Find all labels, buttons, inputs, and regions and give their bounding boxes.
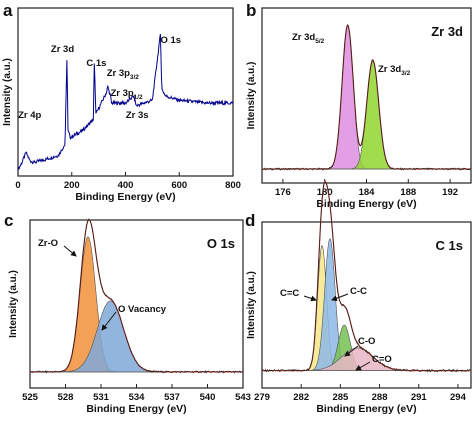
peak-label-c-c: C-C: [350, 286, 367, 297]
x-tick-label-b: 188: [400, 187, 416, 198]
panel-letter-c: c: [4, 211, 13, 230]
panel-title-c: O 1s: [207, 236, 235, 251]
panel-title-b: Zr 3d: [431, 24, 463, 39]
peak-label-zr-o: Zr-O: [38, 238, 58, 249]
raw-spectrum-line: [29, 218, 244, 374]
pointer-arrow: [101, 311, 117, 331]
survey-spectrum-line: [17, 33, 234, 172]
peak-label-zr-4p: Zr 4p: [18, 110, 41, 121]
x-tick-label-b: 184: [359, 187, 376, 198]
component-peak-zr-3d3-2: [262, 59, 471, 170]
x-tick-label-c: 528: [58, 392, 74, 403]
raw-spectrum-line: [261, 24, 472, 171]
peak-label-c-o: C=O: [372, 354, 392, 365]
x-tick-label-a: 800: [225, 180, 241, 191]
panel-c: c O 1s Binding Energy (eV) Intensity (a.u.)…: [4, 211, 251, 415]
x-tick-label-b: 176: [275, 187, 291, 198]
y-axis-label-c: Intensity (a.u.): [8, 270, 19, 338]
peak-label-zr-3d3-2: Zr 3d3/2: [378, 64, 411, 77]
x-axis-label-a: Binding Energy (eV): [75, 191, 175, 203]
y-axis-label-a: Intensity (a.u.): [2, 58, 13, 126]
peak-label-c-1s: C 1s: [86, 58, 106, 69]
x-tick-label-d: 288: [372, 392, 388, 403]
x-tick-label-c: 525: [22, 392, 39, 403]
panel-d-frame: [261, 221, 472, 389]
x-axis-label-d: Binding Energy (eV): [316, 403, 416, 415]
x-tick-label-c: 534: [129, 392, 146, 403]
pointer-arrow: [344, 345, 359, 357]
panel-b: b Zr 3d Binding Energy (eV) Intensity (a.u.…: [246, 1, 472, 210]
peak-label-o-vacancy: O Vacancy: [118, 304, 167, 315]
panel-letter-d: d: [245, 211, 255, 230]
y-axis-label-d: Intensity (a.u.): [246, 271, 257, 339]
peak-label-zr-3p3-2: Zr 3p3/2: [107, 68, 140, 81]
x-tick-label-a: 400: [118, 180, 134, 191]
panel-letter-a: a: [3, 1, 13, 20]
x-tick-label-c: 543: [235, 392, 251, 403]
pointer-arrow: [355, 361, 371, 371]
peak-label-zr-3d5-2: Zr 3d5/2: [292, 32, 325, 45]
x-tick-label-b: 192: [442, 187, 458, 198]
peak-label-c-c: C=C: [280, 288, 299, 299]
y-axis-label-b: Intensity (a.u.): [246, 62, 257, 130]
x-axis-label-b: Binding Energy (eV): [316, 198, 416, 210]
peak-label-zr-3s: Zr 3s: [126, 110, 149, 121]
panel-d: d C 1s Binding Energy (eV) Intensity (a.u.)…: [245, 211, 472, 415]
x-tick-label-c: 537: [164, 392, 180, 403]
panel-letter-b: b: [246, 1, 256, 20]
pointer-arrow: [63, 245, 77, 257]
panel-a: a Binding Energy (eV) Intensity (a.u.) 0 200…: [2, 1, 241, 203]
x-tick-label-b: 180: [317, 187, 333, 198]
x-tick-label-a: 600: [171, 180, 187, 191]
x-tick-label-d: 294: [450, 392, 467, 403]
x-axis-label-c: Binding Energy (eV): [86, 403, 186, 415]
peak-label-zr-3d: Zr 3d: [51, 44, 74, 55]
peak-label-c-o: C-O: [358, 336, 375, 347]
x-tick-label-d: 285: [332, 392, 349, 403]
peak-label-zr-3p1-2: Zr 3p1/2: [110, 88, 143, 101]
panel-title-d: C 1s: [436, 238, 463, 253]
x-tick-label-d: 279: [254, 392, 270, 403]
peak-label-o-1s: O 1s: [160, 35, 181, 46]
x-tick-label-a: 0: [15, 180, 20, 191]
x-tick-label-a: 200: [64, 180, 80, 191]
x-tick-label-d: 282: [293, 392, 309, 403]
raw-spectrum-line: [261, 182, 471, 373]
x-tick-label-d: 291: [411, 392, 428, 403]
pointer-arrow: [331, 293, 349, 302]
x-tick-label-c: 531: [93, 392, 110, 403]
x-tick-label-c: 540: [200, 392, 216, 403]
pointer-arrow: [303, 295, 317, 302]
